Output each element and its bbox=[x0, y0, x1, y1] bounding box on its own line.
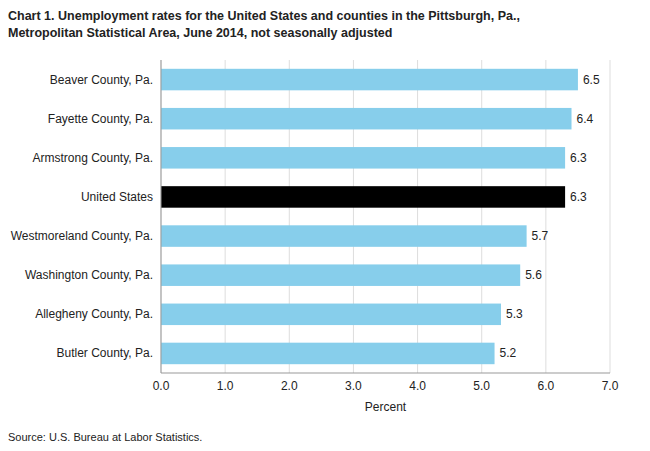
annotation: Source: U.S. Bureau at Labor Statistics. bbox=[8, 431, 202, 443]
data-label: 5.7 bbox=[532, 229, 549, 243]
grid-line bbox=[481, 60, 482, 373]
grid-line bbox=[417, 60, 418, 373]
x-tick-label: 2.0 bbox=[281, 379, 298, 393]
bar bbox=[161, 304, 501, 326]
subtitle: Metropolitan Statistical Area, June 2014… bbox=[8, 26, 392, 40]
y-tick-label: Armstrong County, Pa. bbox=[33, 151, 154, 165]
data-label: 6.4 bbox=[577, 112, 594, 126]
x-tick-label: 6.0 bbox=[538, 379, 555, 393]
y-tick-label: Butler County, Pa. bbox=[57, 346, 154, 360]
grid bbox=[161, 60, 610, 373]
bar bbox=[161, 69, 578, 91]
grid-line bbox=[610, 60, 611, 373]
data-label: 5.3 bbox=[506, 307, 523, 321]
x-tick-label: 4.0 bbox=[409, 379, 426, 393]
chart: Chart 1. Unemployment rates for the Unit… bbox=[0, 0, 650, 451]
grid-line bbox=[225, 60, 226, 373]
bar bbox=[161, 264, 520, 286]
data-label: 6.5 bbox=[583, 73, 600, 87]
y-tick-label: Washington County, Pa. bbox=[25, 268, 153, 282]
data-label: 5.2 bbox=[500, 346, 517, 360]
grid-line bbox=[289, 60, 290, 373]
y-axis-line bbox=[161, 60, 162, 373]
bar bbox=[161, 343, 495, 365]
x-tick-label: 1.0 bbox=[217, 379, 234, 393]
y-tick-label: Allegheny County, Pa. bbox=[35, 307, 153, 321]
x-tick-label: 7.0 bbox=[602, 379, 619, 393]
bar bbox=[161, 225, 527, 247]
title: Chart 1. Unemployment rates for the Unit… bbox=[8, 9, 520, 23]
x-tick-label: 0.0 bbox=[153, 379, 170, 393]
bar bbox=[161, 147, 565, 169]
data-label: 5.6 bbox=[525, 268, 542, 282]
x-axis-label: Percent bbox=[365, 400, 407, 414]
data-label: 6.3 bbox=[570, 190, 587, 204]
x-tick-label: 5.0 bbox=[473, 379, 490, 393]
bar bbox=[161, 186, 565, 208]
x-axis-line bbox=[161, 373, 610, 374]
data-label: 6.3 bbox=[570, 151, 587, 165]
grid-line bbox=[545, 60, 546, 373]
grid-line bbox=[353, 60, 354, 373]
grid-line bbox=[161, 60, 162, 373]
y-tick-label: United States bbox=[81, 190, 153, 204]
bar bbox=[161, 108, 572, 130]
bars bbox=[161, 69, 578, 364]
x-tick-label: 3.0 bbox=[345, 379, 362, 393]
y-tick-label: Beaver County, Pa. bbox=[50, 73, 153, 87]
y-tick-label: Westmoreland County, Pa. bbox=[11, 229, 153, 243]
y-tick-label: Fayette County, Pa. bbox=[48, 112, 153, 126]
